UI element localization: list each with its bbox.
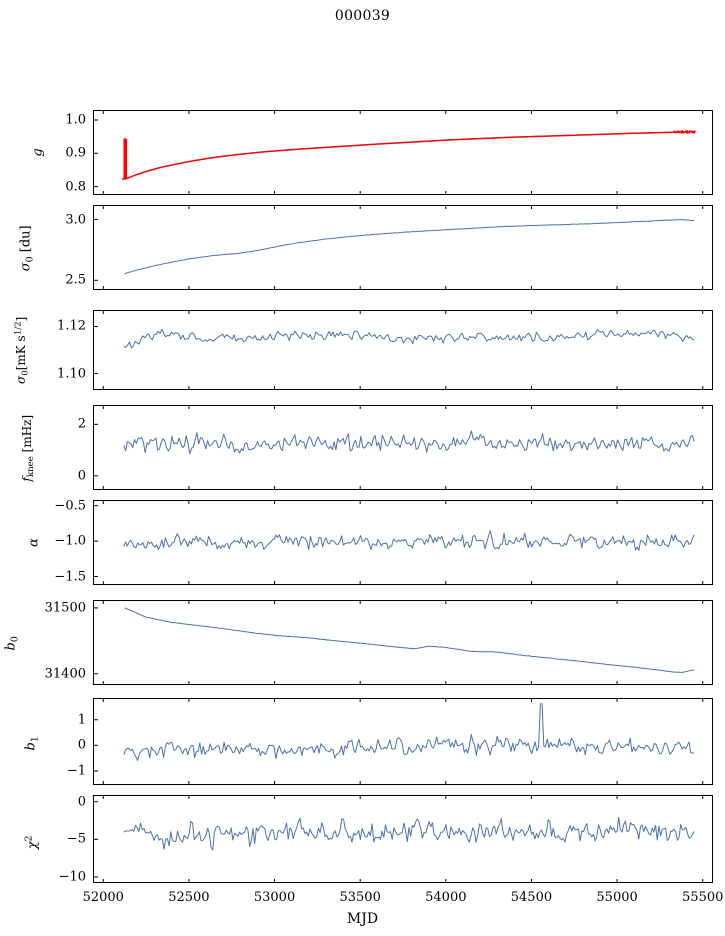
- panel-frame: [93, 500, 713, 585]
- panel-b1: [93, 698, 713, 785]
- ytick-label: 2: [77, 416, 86, 432]
- data-series-line: [125, 220, 694, 274]
- xtick-label: 53000: [253, 890, 296, 905]
- gain-end-jitter: [674, 130, 695, 134]
- xtick-label: 54500: [510, 890, 553, 905]
- plot-area-fknee: [93, 405, 713, 490]
- gain-initial-spike: [124, 138, 126, 179]
- panel-frame: [93, 405, 713, 490]
- data-series-line: [124, 704, 694, 761]
- ytick-label: 1.0: [65, 112, 86, 128]
- ylabel-gain: g: [30, 148, 46, 157]
- xtick-label: 52500: [168, 890, 210, 905]
- plot-area-gain: [93, 110, 713, 195]
- figure-title: 000039: [334, 8, 391, 24]
- panel-chi2: [93, 795, 713, 883]
- ytick-label: −1.0: [54, 533, 86, 549]
- ytick-label: 0: [77, 737, 86, 753]
- data-series-line: [124, 817, 694, 849]
- xtick-label: 52000: [82, 890, 124, 905]
- panel-frame: [93, 205, 713, 290]
- data-series-line: [125, 608, 694, 673]
- ylabel-b1: b1: [23, 736, 41, 751]
- data-series-line: [122, 132, 694, 179]
- xtick-label: 55500: [682, 890, 724, 905]
- data-series-line: [122, 131, 694, 179]
- ylabel-chi2: χ2: [23, 835, 41, 850]
- xtick-label: 53500: [339, 890, 381, 905]
- ytick-label: −10: [58, 869, 86, 885]
- ytick-label: 1: [77, 712, 86, 728]
- ytick-label: 0.8: [65, 179, 86, 195]
- panel-sigma0-mk: [93, 310, 713, 390]
- data-series-line: [124, 531, 694, 551]
- ytick-label: −0.5: [54, 498, 86, 514]
- ylabel-alpha: α: [26, 538, 42, 547]
- xaxis-label: MJD: [346, 911, 379, 927]
- panel-frame: [93, 795, 713, 883]
- ytick-label: 1.12: [57, 318, 86, 334]
- panel-sigma0-du: [93, 205, 713, 290]
- panel-frame: [93, 310, 713, 390]
- ylabel-fknee: fknee [mHz]: [19, 414, 37, 482]
- panel-gain: [93, 110, 713, 195]
- plot-area-chi2: [93, 795, 713, 883]
- ytick-label: 31500: [44, 600, 86, 616]
- ytick-label: −1: [66, 763, 86, 779]
- ytick-label: 2.5: [65, 272, 86, 288]
- plot-area-b1: [93, 698, 713, 785]
- ytick-label: 0: [77, 468, 86, 484]
- data-series-line: [124, 431, 694, 454]
- ytick-label: 31400: [44, 666, 86, 682]
- xtick-label: 55000: [596, 890, 638, 905]
- panel-frame: [93, 600, 713, 685]
- ytick-label: −5: [66, 831, 86, 847]
- ytick-label: 0.9: [65, 145, 86, 161]
- ytick-label: 0: [77, 794, 86, 810]
- plot-area-sigma0-mk: [93, 310, 713, 390]
- ytick-label: −1.5: [54, 569, 86, 584]
- plot-area-b0: [93, 600, 713, 685]
- panel-fknee: [93, 405, 713, 490]
- data-series-line: [124, 329, 694, 348]
- ytick-label: 1.10: [57, 366, 86, 382]
- xtick-label: 54000: [425, 890, 467, 905]
- plot-area-sigma0-du: [93, 205, 713, 290]
- panel-frame: [93, 110, 713, 195]
- plot-area-alpha: [93, 500, 713, 585]
- panel-b0: [93, 600, 713, 685]
- ylabel-b0: b0: [3, 636, 21, 651]
- panel-alpha: [93, 500, 713, 585]
- ytick-label: 3.0: [65, 212, 86, 228]
